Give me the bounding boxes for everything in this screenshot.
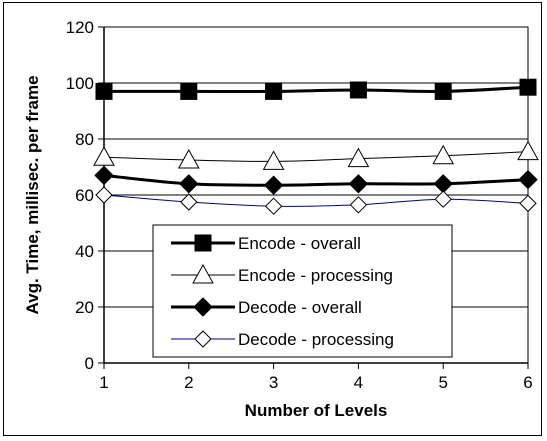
data-point bbox=[432, 144, 455, 165]
legend-label: Decode - processing bbox=[238, 330, 394, 349]
series-line bbox=[104, 85, 529, 94]
data-point bbox=[262, 150, 285, 170]
legend-marker bbox=[192, 263, 214, 284]
y-tick-label: 0 bbox=[85, 354, 94, 373]
series-layer bbox=[93, 78, 539, 215]
y-tick-label: 80 bbox=[75, 130, 94, 149]
legend-label: Encode - processing bbox=[238, 266, 393, 285]
data-point bbox=[349, 81, 367, 99]
data-point bbox=[349, 196, 368, 214]
data-point bbox=[95, 82, 113, 100]
data-point bbox=[264, 197, 283, 215]
data-point bbox=[434, 190, 452, 208]
legend-marker bbox=[193, 297, 213, 317]
data-point bbox=[347, 147, 370, 168]
legend-label: Decode - overall bbox=[238, 298, 362, 317]
series-line bbox=[103, 151, 529, 162]
data-point bbox=[434, 82, 452, 100]
series-1 bbox=[95, 78, 537, 100]
data-point bbox=[180, 193, 198, 211]
data-point bbox=[93, 146, 115, 166]
legend-item: Decode - overall bbox=[171, 297, 362, 317]
y-tick-label: 20 bbox=[75, 298, 94, 317]
x-tick-label: 6 bbox=[523, 373, 532, 392]
legend-marker bbox=[194, 234, 212, 252]
x-axis-title: Number of Levels bbox=[245, 401, 388, 420]
data-point bbox=[177, 148, 200, 169]
data-point bbox=[265, 82, 283, 100]
y-tick-label: 120 bbox=[66, 18, 94, 37]
series-3 bbox=[94, 165, 538, 195]
y-tick-label: 60 bbox=[75, 186, 94, 205]
x-tick-label: 4 bbox=[354, 373, 363, 392]
data-point bbox=[517, 140, 539, 161]
legend-item: Encode - processing bbox=[171, 263, 393, 285]
legend-item: Decode - processing bbox=[171, 330, 394, 349]
legend-items: Encode - overall Encode - processing Decod… bbox=[171, 234, 394, 349]
y-axis-title: Avg. Time, millisec. per frame bbox=[23, 75, 42, 314]
series-2 bbox=[93, 140, 539, 170]
x-tick-label: 5 bbox=[438, 373, 447, 392]
x-tick-label: 2 bbox=[184, 373, 193, 392]
data-point bbox=[179, 174, 199, 194]
data-point bbox=[519, 78, 537, 96]
x-tick-label: 3 bbox=[269, 373, 278, 392]
series-4 bbox=[95, 186, 537, 215]
data-point bbox=[263, 175, 284, 195]
data-point bbox=[94, 165, 114, 186]
y-tick-label: 100 bbox=[66, 74, 94, 93]
legend: Encode - overall Encode - processing Decod… bbox=[152, 224, 453, 358]
y-tick-labels: 0 20 40 60 80 100 120 bbox=[66, 18, 94, 373]
legend-item: Encode - overall bbox=[171, 234, 361, 253]
data-point bbox=[518, 169, 538, 190]
legend-marker bbox=[194, 330, 212, 348]
legend-label: Encode - overall bbox=[238, 234, 361, 253]
x-tick-labels: 1 2 3 4 5 6 bbox=[99, 373, 532, 392]
x-tick-label: 1 bbox=[99, 373, 108, 392]
data-point bbox=[95, 186, 113, 204]
y-tick-label: 40 bbox=[75, 242, 94, 261]
series-line bbox=[103, 194, 529, 207]
data-point bbox=[180, 82, 198, 100]
data-point bbox=[519, 194, 537, 213]
data-point bbox=[348, 174, 369, 194]
